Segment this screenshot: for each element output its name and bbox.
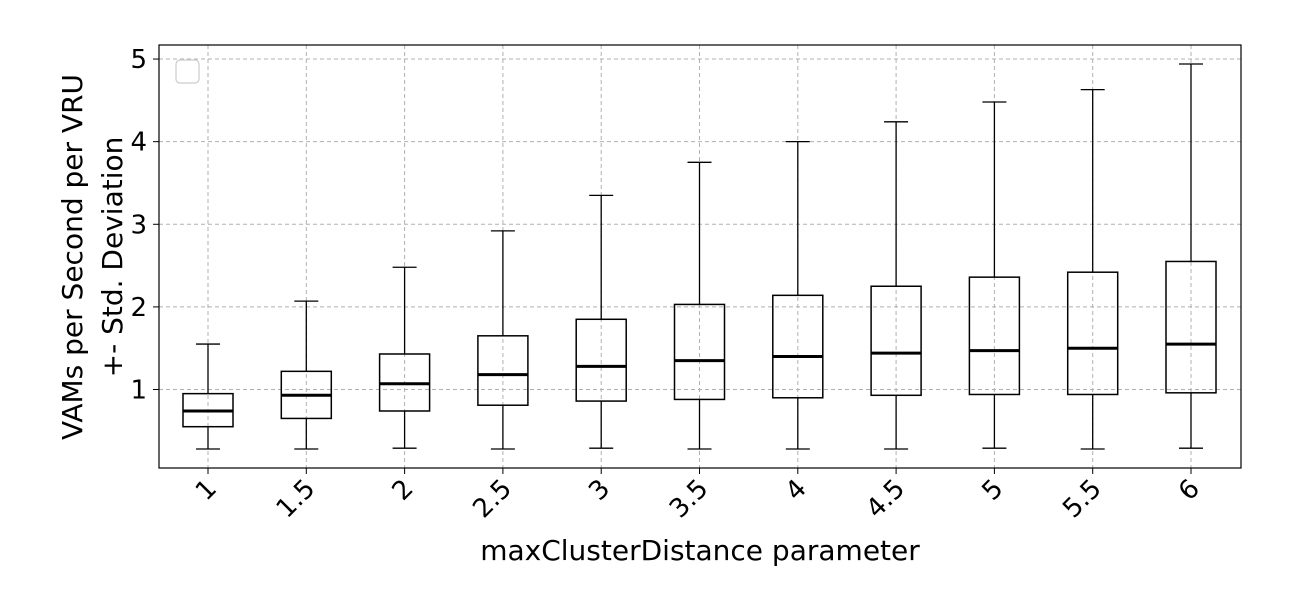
box-8 xyxy=(968,101,1021,449)
y-axis-label: VAMs per Second per VRU +- Std. Deviatio… xyxy=(56,74,129,440)
box-iqr xyxy=(772,294,824,399)
x-tick-label: 5.5 xyxy=(1057,474,1107,524)
x-tick-label: 2.5 xyxy=(467,474,517,524)
x-tick-label: 4.5 xyxy=(861,474,911,524)
x-tick-label: 1 xyxy=(190,474,223,507)
box-iqr xyxy=(870,285,922,397)
x-axis-label: maxClusterDistance parameter xyxy=(480,534,920,567)
box-6 xyxy=(772,141,824,450)
y-axis-ticks: 1 2 3 4 5 xyxy=(130,45,159,406)
box-iqr xyxy=(477,335,529,406)
box-iqr xyxy=(575,318,627,402)
x-tick-label: 2 xyxy=(387,474,420,507)
x-tick-label: 3.5 xyxy=(664,474,714,524)
y-tick-label: 5 xyxy=(130,45,147,75)
x-tick-label: 1.5 xyxy=(271,474,321,524)
y-axis-label-line-2: +- Std. Deviation xyxy=(96,137,129,378)
box-iqr xyxy=(968,276,1021,396)
x-tick-label: 3 xyxy=(583,474,616,507)
box-0 xyxy=(182,343,234,450)
x-axis-ticks: 1 1.5 2 2.5 3 3.5 4 4.5 5 5.5 6 xyxy=(190,468,1206,524)
box-9 xyxy=(1066,88,1119,450)
box-2 xyxy=(378,266,431,449)
box-10 xyxy=(1165,63,1217,449)
y-tick-label: 2 xyxy=(130,293,147,323)
y-axis-label-line-1: VAMs per Second per VRU xyxy=(56,74,89,440)
box-7 xyxy=(870,121,922,450)
box-iqr xyxy=(1165,260,1217,394)
y-tick-label: 4 xyxy=(130,128,147,158)
x-tick-label: 5 xyxy=(976,474,1009,507)
box-iqr xyxy=(673,303,726,401)
box-5 xyxy=(673,161,726,450)
y-tick-label: 1 xyxy=(130,376,147,406)
box-3 xyxy=(477,230,529,450)
x-tick-label: 6 xyxy=(1173,474,1206,507)
x-tick-label: 4 xyxy=(780,474,813,507)
box-1 xyxy=(280,300,333,450)
legend-empty xyxy=(175,59,200,84)
box-iqr xyxy=(1066,271,1119,396)
box-series xyxy=(182,63,1217,450)
box-4 xyxy=(575,194,627,449)
y-tick-label: 3 xyxy=(130,210,147,240)
